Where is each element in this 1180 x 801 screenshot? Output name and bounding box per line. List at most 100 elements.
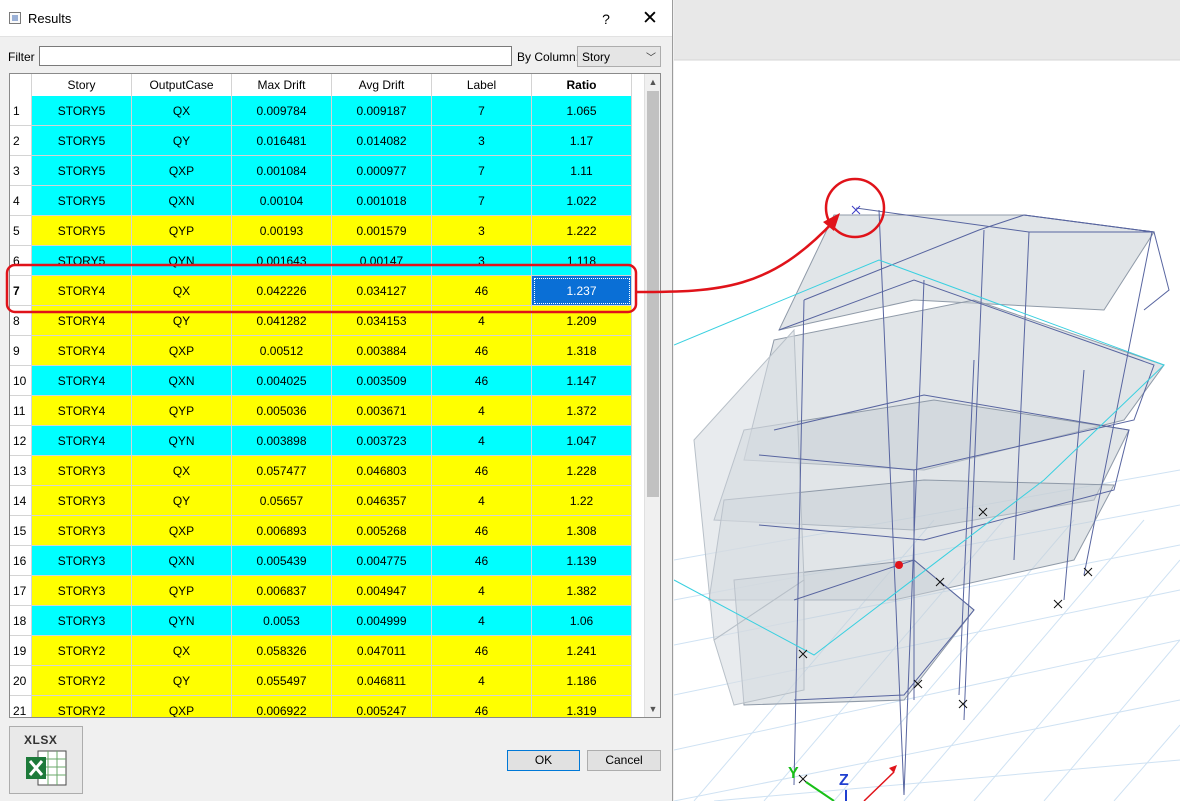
- column-header-label[interactable]: Label: [432, 74, 532, 96]
- close-icon[interactable]: ✕: [642, 8, 658, 29]
- help-button[interactable]: ?: [602, 11, 610, 27]
- row-number[interactable]: 13: [10, 456, 32, 486]
- column-header-avg-drift[interactable]: Avg Drift: [332, 74, 432, 96]
- cell-ratio[interactable]: 1.209: [532, 306, 632, 336]
- cell-ratio[interactable]: 1.222: [532, 216, 632, 246]
- cell-avg-drift[interactable]: 0.004775: [332, 546, 432, 576]
- cell-avg-drift[interactable]: 0.046803: [332, 456, 432, 486]
- scrollbar-thumb[interactable]: [647, 91, 659, 497]
- cell-avg-drift[interactable]: 0.003723: [332, 426, 432, 456]
- cell-label[interactable]: 46: [432, 516, 532, 546]
- cell-avg-drift[interactable]: 0.005247: [332, 696, 432, 717]
- cell-avg-drift[interactable]: 0.047011: [332, 636, 432, 666]
- cell-label[interactable]: 3: [432, 246, 532, 276]
- cell-avg-drift[interactable]: 0.003509: [332, 366, 432, 396]
- cell-avg-drift[interactable]: 0.001579: [332, 216, 432, 246]
- cell-ratio[interactable]: 1.237: [532, 276, 632, 306]
- cell-story[interactable]: STORY3: [32, 516, 132, 546]
- cell-outputcase[interactable]: QXP: [132, 516, 232, 546]
- cell-story[interactable]: STORY5: [32, 216, 132, 246]
- cell-max-drift[interactable]: 0.00104: [232, 186, 332, 216]
- cell-ratio[interactable]: 1.047: [532, 426, 632, 456]
- row-number[interactable]: 20: [10, 666, 32, 696]
- cell-label[interactable]: 4: [432, 576, 532, 606]
- cell-max-drift[interactable]: 0.006893: [232, 516, 332, 546]
- cell-max-drift[interactable]: 0.0053: [232, 606, 332, 636]
- row-number[interactable]: 4: [10, 186, 32, 216]
- cell-max-drift[interactable]: 0.057477: [232, 456, 332, 486]
- cell-max-drift[interactable]: 0.009784: [232, 96, 332, 126]
- row-number[interactable]: 2: [10, 126, 32, 156]
- model-viewport[interactable]: Y Z: [674, 0, 1180, 801]
- cell-outputcase[interactable]: QXN: [132, 186, 232, 216]
- cell-avg-drift[interactable]: 0.034127: [332, 276, 432, 306]
- cell-label[interactable]: 46: [432, 546, 532, 576]
- cell-max-drift[interactable]: 0.005439: [232, 546, 332, 576]
- cell-outputcase[interactable]: QXP: [132, 336, 232, 366]
- table-row[interactable]: 1 STORY5 QX 0.009784 0.009187 7 1.065: [10, 96, 632, 126]
- cell-ratio[interactable]: 1.147: [532, 366, 632, 396]
- cell-ratio[interactable]: 1.22: [532, 486, 632, 516]
- cell-label[interactable]: 4: [432, 666, 532, 696]
- cell-story[interactable]: STORY3: [32, 546, 132, 576]
- cell-outputcase[interactable]: QXN: [132, 366, 232, 396]
- column-header-story[interactable]: Story: [32, 74, 132, 96]
- cell-avg-drift[interactable]: 0.004999: [332, 606, 432, 636]
- cell-avg-drift[interactable]: 0.046811: [332, 666, 432, 696]
- cell-max-drift[interactable]: 0.005036: [232, 396, 332, 426]
- cell-max-drift[interactable]: 0.001084: [232, 156, 332, 186]
- cell-max-drift[interactable]: 0.00193: [232, 216, 332, 246]
- row-number[interactable]: 6: [10, 246, 32, 276]
- table-row[interactable]: 21 STORY2 QXP 0.006922 0.005247 46 1.319: [10, 696, 632, 717]
- cell-outputcase[interactable]: QX: [132, 276, 232, 306]
- table-row[interactable]: 15 STORY3 QXP 0.006893 0.005268 46 1.308: [10, 516, 632, 546]
- column-header-max-drift[interactable]: Max Drift: [232, 74, 332, 96]
- row-number[interactable]: 1: [10, 96, 32, 126]
- cell-outputcase[interactable]: QXP: [132, 696, 232, 717]
- cell-label[interactable]: 7: [432, 186, 532, 216]
- table-row[interactable]: 14 STORY3 QY 0.05657 0.046357 4 1.22: [10, 486, 632, 516]
- cell-label[interactable]: 4: [432, 606, 532, 636]
- cell-outputcase[interactable]: QYN: [132, 246, 232, 276]
- table-row[interactable]: 3 STORY5 QXP 0.001084 0.000977 7 1.11: [10, 156, 632, 186]
- cell-story[interactable]: STORY4: [32, 366, 132, 396]
- cell-outputcase[interactable]: QY: [132, 306, 232, 336]
- table-row[interactable]: 19 STORY2 QX 0.058326 0.047011 46 1.241: [10, 636, 632, 666]
- cell-label[interactable]: 46: [432, 456, 532, 486]
- cell-max-drift[interactable]: 0.003898: [232, 426, 332, 456]
- row-number[interactable]: 8: [10, 306, 32, 336]
- cell-story[interactable]: STORY4: [32, 306, 132, 336]
- cell-max-drift[interactable]: 0.042226: [232, 276, 332, 306]
- cell-label[interactable]: 7: [432, 156, 532, 186]
- row-number[interactable]: 18: [10, 606, 32, 636]
- cell-outputcase[interactable]: QXN: [132, 546, 232, 576]
- cell-ratio[interactable]: 1.372: [532, 396, 632, 426]
- cell-label[interactable]: 4: [432, 396, 532, 426]
- cell-story[interactable]: STORY5: [32, 186, 132, 216]
- vertical-scrollbar[interactable]: ▲ ▼: [644, 74, 660, 717]
- table-row[interactable]: 9 STORY4 QXP 0.00512 0.003884 46 1.318: [10, 336, 632, 366]
- column-header-outputcase[interactable]: OutputCase: [132, 74, 232, 96]
- cell-ratio[interactable]: 1.11: [532, 156, 632, 186]
- table-row[interactable]: 17 STORY3 QYP 0.006837 0.004947 4 1.382: [10, 576, 632, 606]
- cell-label[interactable]: 4: [432, 426, 532, 456]
- cell-outputcase[interactable]: QX: [132, 96, 232, 126]
- row-number[interactable]: 19: [10, 636, 32, 666]
- table-row[interactable]: 7 STORY4 QX 0.042226 0.034127 46 1.237: [10, 276, 632, 306]
- cell-story[interactable]: STORY4: [32, 276, 132, 306]
- cell-max-drift[interactable]: 0.016481: [232, 126, 332, 156]
- row-number[interactable]: 12: [10, 426, 32, 456]
- cell-story[interactable]: STORY2: [32, 636, 132, 666]
- cell-label[interactable]: 46: [432, 336, 532, 366]
- cell-outputcase[interactable]: QX: [132, 456, 232, 486]
- cell-story[interactable]: STORY3: [32, 606, 132, 636]
- row-number[interactable]: 16: [10, 546, 32, 576]
- cell-ratio[interactable]: 1.382: [532, 576, 632, 606]
- table-row[interactable]: 12 STORY4 QYN 0.003898 0.003723 4 1.047: [10, 426, 632, 456]
- cell-max-drift[interactable]: 0.05657: [232, 486, 332, 516]
- cell-avg-drift[interactable]: 0.000977: [332, 156, 432, 186]
- cell-avg-drift[interactable]: 0.014082: [332, 126, 432, 156]
- cell-ratio[interactable]: 1.308: [532, 516, 632, 546]
- cell-ratio[interactable]: 1.118: [532, 246, 632, 276]
- cell-ratio[interactable]: 1.228: [532, 456, 632, 486]
